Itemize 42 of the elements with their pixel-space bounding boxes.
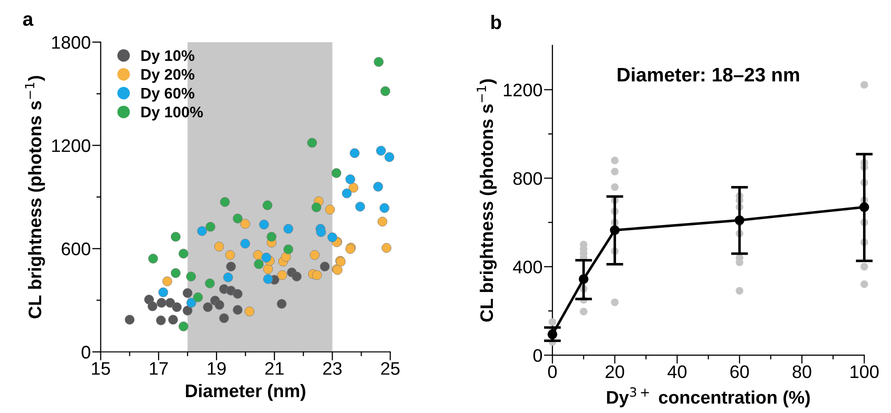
point	[548, 318, 556, 326]
y-tick-label: 1800	[52, 36, 90, 49]
annotation: Diameter: 18–23 nm	[618, 67, 800, 82]
x-tick-label: 100	[850, 365, 879, 378]
y-tick-label: 800	[513, 172, 542, 185]
x-tick-label: 20	[606, 365, 624, 378]
point	[860, 262, 868, 270]
x-tick-label: 15	[92, 362, 110, 375]
point	[580, 308, 588, 316]
x-tick-label: 21	[265, 362, 284, 375]
y-axis-title: CL brightness (photons s$^{−1}$)	[476, 79, 497, 322]
point	[610, 156, 619, 164]
x-axis-title: Diameter (nm)	[186, 384, 306, 401]
x-tick-label: 80	[792, 365, 812, 378]
legend-label: Dy 60%	[141, 88, 194, 102]
legend-label: Dy 100%	[141, 106, 203, 120]
y-tick-label: 400	[512, 260, 542, 274]
y-tick-label: 0	[533, 349, 542, 362]
point	[860, 280, 868, 288]
y-tick-label: 1200	[52, 139, 90, 152]
x-tick-label: 0	[548, 365, 557, 378]
y-axis-title: CL brightness (photons s$^{−1}$)	[25, 76, 45, 318]
y-tick-label: 0	[82, 346, 90, 359]
point	[736, 286, 744, 295]
point	[266, 232, 276, 242]
x-tick-label: 17	[150, 362, 168, 375]
legend-label: Dy 10%	[141, 50, 194, 64]
point	[610, 168, 619, 176]
x-tick-label: 23	[323, 362, 342, 375]
x-tick-label: 19	[208, 362, 226, 375]
text: b	[491, 14, 502, 30]
point	[610, 183, 619, 191]
x-tick-label: 40	[668, 365, 686, 378]
y-tick-label: 600	[62, 242, 90, 256]
x-tick-label: 25	[381, 362, 400, 375]
y-tick-label: 1200	[504, 84, 542, 96]
point	[610, 298, 619, 306]
point	[860, 81, 868, 89]
text: a	[23, 15, 34, 26]
x-axis-title: Dy$^{3+}$ concentration (%)	[607, 387, 810, 408]
x-tick-label: 60	[730, 365, 749, 378]
legend-label: Dy 20%	[141, 68, 194, 83]
